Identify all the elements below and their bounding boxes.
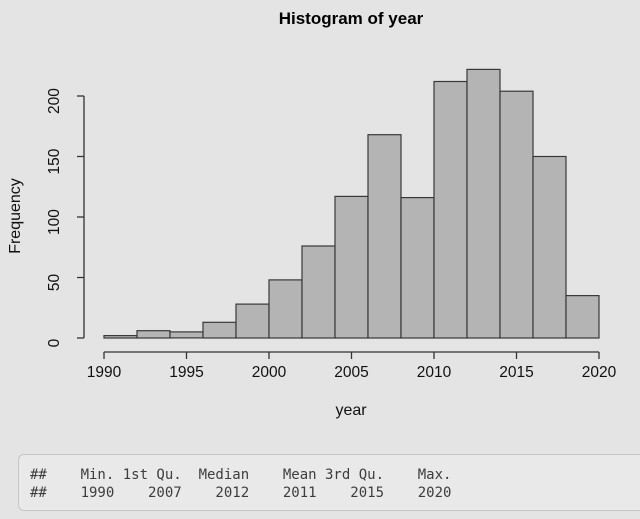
chart-title: Histogram of year xyxy=(279,9,424,28)
histogram-bar xyxy=(433,80,468,339)
histogram-bar xyxy=(532,155,567,339)
tick-label: 2020 xyxy=(582,364,617,381)
tick-label: 2010 xyxy=(417,364,452,381)
histogram-bar xyxy=(334,195,369,339)
x-axis-title: year xyxy=(335,402,367,419)
histogram-bar xyxy=(235,303,270,339)
tick-label: 150 xyxy=(46,148,63,174)
tick-label: 2015 xyxy=(499,364,533,381)
histogram-bar xyxy=(499,90,534,339)
histogram-bar xyxy=(301,245,336,339)
tick-label: 1990 xyxy=(87,364,122,381)
histogram-chart: 1990 1995 2000 2005 2010 2015 2020 0 50 100 150 200… xyxy=(7,9,617,419)
histogram-bar xyxy=(202,321,237,339)
histogram-bar xyxy=(268,279,303,339)
tick-label: 100 xyxy=(46,209,63,235)
y-axis-title: Frequency xyxy=(7,178,24,254)
tick-label: 2000 xyxy=(252,364,287,381)
histogram-bar xyxy=(400,197,435,339)
histogram-figure: 1990 1995 2000 2005 2010 2015 2020 0 50 100 150 200… xyxy=(7,9,617,419)
histogram-bar xyxy=(136,330,171,339)
tick-label: 50 xyxy=(46,274,63,292)
histogram-bars xyxy=(103,68,600,339)
tick-label: 200 xyxy=(46,88,63,114)
tick-label: 0 xyxy=(46,338,63,347)
console-output: ## Min. 1st Qu. Median Mean 3rd Qu. Max.… xyxy=(18,454,640,511)
histogram-bar xyxy=(103,335,138,339)
tick-label: 2005 xyxy=(334,364,368,381)
tick-label: 1995 xyxy=(169,364,203,381)
histogram-bar xyxy=(367,134,402,339)
console-line-values: ## 1990 2007 2012 2011 2015 2020 xyxy=(30,485,460,501)
console-line-headers: ## Min. 1st Qu. Median Mean 3rd Qu. Max. xyxy=(30,467,460,483)
chart-axes: 1990 1995 2000 2005 2010 2015 2020 0 50 100 150 200 xyxy=(46,88,617,381)
histogram-bar xyxy=(169,331,204,339)
histogram-bar xyxy=(565,295,600,339)
histogram-bar xyxy=(466,68,501,339)
